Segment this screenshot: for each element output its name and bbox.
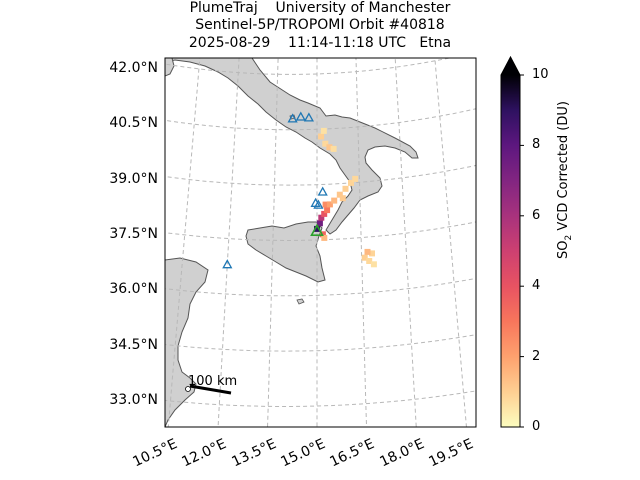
volcano-markers bbox=[222, 111, 328, 269]
title-line-2: Sentinel-5P/TROPOMI Orbit #40818 bbox=[195, 17, 445, 33]
colorbar-label: SO2 VCD Corrected (DU) bbox=[556, 101, 574, 259]
volcano-icon bbox=[303, 112, 315, 122]
source-volcano-icon bbox=[310, 223, 324, 236]
so2-pixel bbox=[322, 201, 329, 208]
map-frame bbox=[164, 57, 477, 428]
volcano-icon bbox=[222, 259, 233, 269]
colorbar-tick-label: 6 bbox=[532, 208, 541, 223]
so2-pixel bbox=[326, 201, 333, 208]
so2-pixel bbox=[366, 258, 373, 264]
scale-bar-origin bbox=[185, 386, 191, 392]
so2-pixel bbox=[318, 214, 325, 221]
source-volcano-marker bbox=[310, 223, 324, 236]
so2-pixel bbox=[336, 191, 343, 198]
volcano-icon bbox=[287, 113, 298, 123]
latitude-tick-label: 33.0°N bbox=[109, 392, 158, 408]
colorbar-ticks bbox=[520, 74, 524, 428]
volcano-icon bbox=[317, 186, 328, 196]
so2-pixel bbox=[316, 220, 323, 227]
sardinia-edge bbox=[165, 58, 175, 77]
so2-plume bbox=[314, 127, 377, 268]
meridian-line bbox=[267, 58, 279, 427]
tunisia-coast bbox=[165, 257, 209, 427]
meridian-line bbox=[355, 58, 368, 427]
meridian-line bbox=[217, 58, 240, 427]
so2-pixel bbox=[320, 127, 327, 134]
so2-pixel bbox=[361, 254, 368, 261]
parallel-line bbox=[165, 58, 452, 75]
parallel-line bbox=[165, 334, 476, 352]
so2-pixel bbox=[348, 179, 354, 186]
scale-bar-label: 100 km bbox=[188, 374, 238, 389]
so2-pixel bbox=[322, 140, 329, 147]
so2-pixel bbox=[352, 175, 359, 182]
latitude-tick-label: 37.5°N bbox=[109, 226, 158, 242]
so2-pixel bbox=[342, 185, 349, 192]
latitude-tick-label: 40.5°N bbox=[109, 115, 158, 131]
so2-pixel bbox=[369, 250, 375, 257]
latitude-tick-label: 36.0°N bbox=[109, 281, 158, 297]
italy-mainland bbox=[165, 58, 419, 235]
so2-pixel bbox=[314, 225, 320, 232]
so2-pixel bbox=[364, 248, 371, 255]
so2-pixel bbox=[339, 195, 346, 202]
colorbar-tick-label: 2 bbox=[532, 349, 541, 364]
so2-pixel bbox=[326, 144, 333, 151]
colorbar-frame bbox=[500, 55, 521, 428]
colorbar-tick-label: 4 bbox=[532, 278, 541, 293]
parallel-line bbox=[165, 277, 476, 297]
so2-pixel bbox=[330, 145, 337, 152]
meridian-line bbox=[394, 58, 417, 427]
so2-pixel bbox=[370, 261, 377, 268]
scale-bar-line bbox=[189, 384, 232, 395]
malta bbox=[296, 298, 305, 305]
volcano-icon bbox=[313, 199, 324, 209]
latitude-tick-label: 42.0°N bbox=[109, 60, 158, 76]
title-line-3: 2025-08-29 11:14-11:18 UTC Etna bbox=[188, 35, 452, 51]
colorbar-tick-label: 8 bbox=[532, 137, 541, 152]
colorbar-gradient bbox=[501, 75, 520, 427]
graticule bbox=[165, 58, 476, 427]
latitude-tick-label: 34.5°N bbox=[109, 337, 158, 353]
map-panel bbox=[165, 58, 476, 427]
so2-pixel bbox=[324, 207, 331, 214]
volcano-icon bbox=[295, 111, 306, 121]
colorbar-extend-arrow bbox=[501, 57, 520, 75]
latitude-tick-label: 39.0°N bbox=[109, 171, 158, 187]
so2-pixel bbox=[318, 133, 325, 140]
so2-pixel bbox=[321, 234, 328, 241]
colorbar-tick-label: 0 bbox=[532, 419, 541, 434]
so2-pixel bbox=[321, 210, 328, 217]
title-line-1: PlumeTraj University of Manchester bbox=[189, 0, 451, 16]
scale-bar bbox=[185, 384, 232, 395]
parallel-line bbox=[165, 221, 476, 242]
colorbar bbox=[500, 55, 524, 428]
so2-pixel bbox=[331, 197, 338, 204]
sicily bbox=[245, 221, 326, 283]
parallel-line bbox=[165, 390, 476, 408]
colorbar-tick-label: 10 bbox=[532, 67, 549, 82]
